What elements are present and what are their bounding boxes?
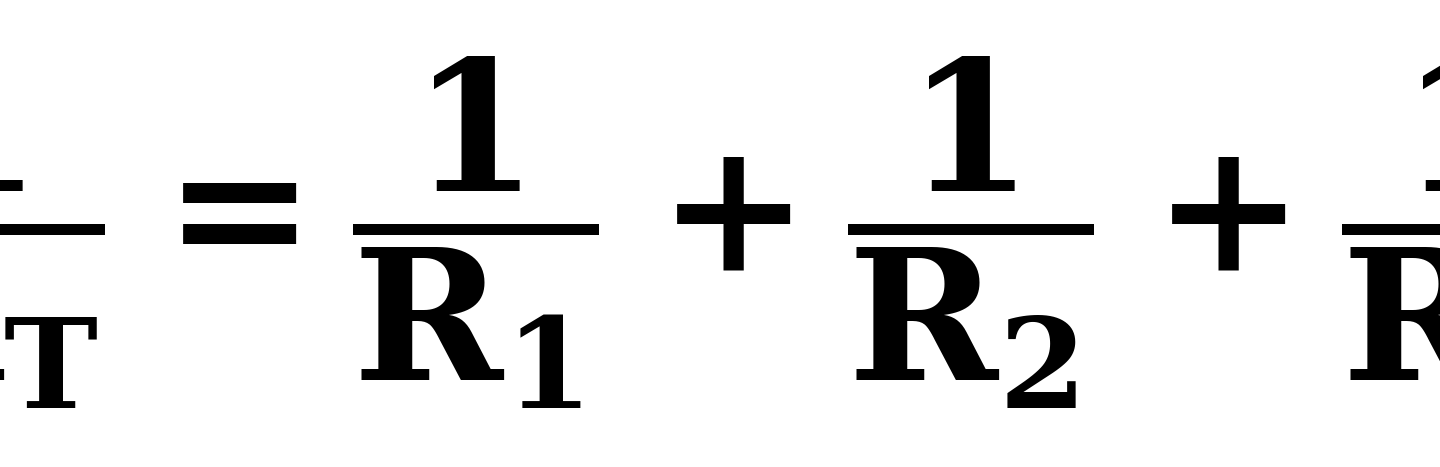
Text: $\dfrac{\mathbf{1}}{\mathbf{R_T}} = \dfrac{\mathbf{1}}{\mathbf{R_1}} + \dfrac{\m: $\dfrac{\mathbf{1}}{\mathbf{R_T}} = \dfr… bbox=[0, 54, 1440, 413]
